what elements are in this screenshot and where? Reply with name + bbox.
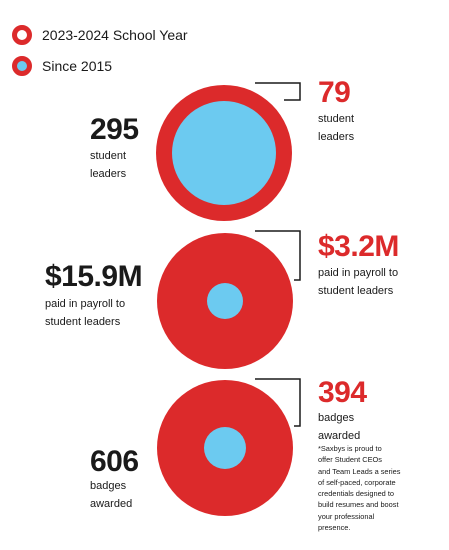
footnote-line: of self-paced, corporate xyxy=(318,477,396,487)
label-line: leaders xyxy=(90,168,127,180)
footnote-line: presence. xyxy=(318,523,351,533)
metric-label-since-2015: paid in payroll to student leaders xyxy=(45,295,125,331)
label-line: student leaders xyxy=(45,316,121,328)
legend-label: 2023-2024 School Year xyxy=(42,27,188,43)
bracket-connector xyxy=(255,82,301,101)
bracket-connector xyxy=(255,378,301,427)
metric-value-since-2015: 606 xyxy=(90,445,139,478)
label-line: student leaders xyxy=(318,285,394,297)
circle-school-year xyxy=(204,427,246,469)
legend-label: Since 2015 xyxy=(42,58,113,74)
footnote-line: credentials designed to xyxy=(318,489,395,499)
label-line: awarded xyxy=(90,498,133,510)
legend-item-since-2015: Since 2015 xyxy=(10,51,112,81)
metric-value-since-2015: $15.9M xyxy=(45,260,143,293)
legend-marker-red-ring xyxy=(12,25,32,45)
footnote: *Saxbys is proud to offer Student CEOs a… xyxy=(318,443,428,533)
circle-school-year xyxy=(207,283,243,319)
metric-label-school-year: student leaders xyxy=(318,110,354,146)
footnote-line: offer Student CEOs xyxy=(318,455,382,465)
label-line: paid in payroll to xyxy=(318,267,399,279)
footnote-line: your professional xyxy=(318,511,375,521)
metric-label-since-2015: badges awarded xyxy=(90,477,132,513)
metric-value-school-year: $3.2M xyxy=(318,230,399,263)
footnote-line: and Team Leads a series xyxy=(318,466,401,476)
circle-school-year xyxy=(172,101,276,205)
label-line: badges xyxy=(318,412,355,424)
label-line: awarded xyxy=(318,430,361,442)
metric-label-school-year: badges awarded xyxy=(318,409,360,445)
label-line: paid in payroll to xyxy=(45,298,126,310)
metric-label-school-year: paid in payroll to student leaders xyxy=(318,264,398,300)
metric-value-school-year: 394 xyxy=(318,376,367,409)
metric-value-school-year: 79 xyxy=(318,76,351,109)
metric-label-since-2015: student leaders xyxy=(90,147,126,183)
label-line: leaders xyxy=(318,131,355,143)
footnote-line: build resumes and boost xyxy=(318,500,399,510)
legend-marker-blue-dot xyxy=(12,56,32,76)
label-line: badges xyxy=(90,480,127,492)
footnote-line: *Saxbys is proud to xyxy=(318,444,382,453)
label-line: student xyxy=(90,150,127,162)
label-line: student xyxy=(318,113,355,125)
bracket-connector xyxy=(255,230,301,281)
legend-item-school-year: 2023-2024 School Year xyxy=(10,20,188,50)
metric-value-since-2015: 295 xyxy=(90,113,139,146)
